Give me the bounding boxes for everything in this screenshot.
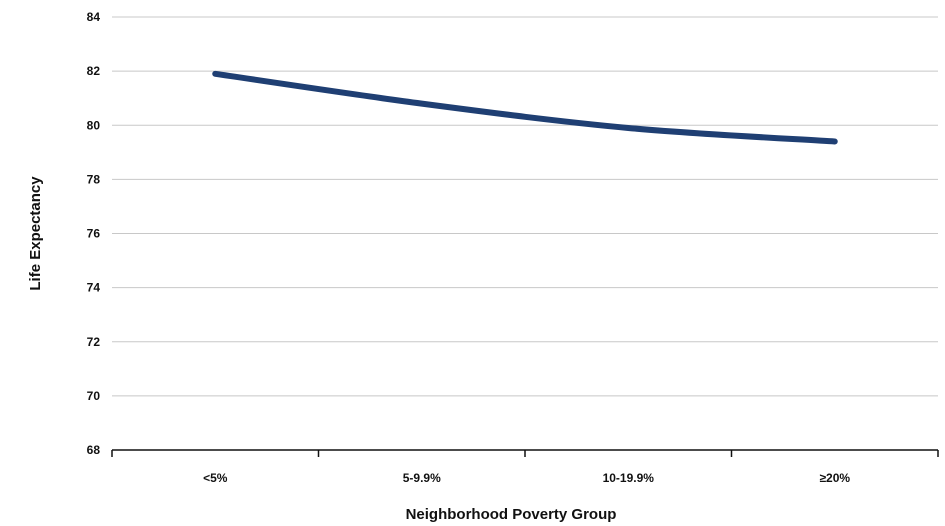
y-tick-label: 74: [87, 281, 101, 295]
y-axis: 68 70 72 74 76 78 80 82 84: [87, 10, 101, 457]
y-tick-label: 84: [87, 10, 101, 24]
y-tick-label: 70: [87, 389, 101, 403]
x-tick-label: ≥20%: [819, 471, 850, 485]
y-axis-title: Life Expectancy: [27, 176, 44, 291]
x-tick-label: <5%: [203, 471, 228, 485]
x-tick-label: 5-9.9%: [403, 471, 441, 485]
y-tick-label: 76: [87, 227, 101, 241]
series-line: [212, 70, 838, 145]
gridlines: [112, 16, 938, 397]
y-tick-label: 82: [87, 64, 101, 78]
x-axis: <5% 5-9.9% 10-19.9% ≥20%: [111, 449, 939, 485]
y-tick-label: 78: [87, 172, 101, 186]
x-tick-label: 10-19.9%: [603, 471, 655, 485]
x-axis-title: Neighborhood Poverty Group: [406, 506, 617, 523]
y-tick-label: 72: [87, 335, 101, 349]
y-tick-label: 80: [87, 118, 101, 132]
y-tick-label: 68: [87, 443, 101, 457]
